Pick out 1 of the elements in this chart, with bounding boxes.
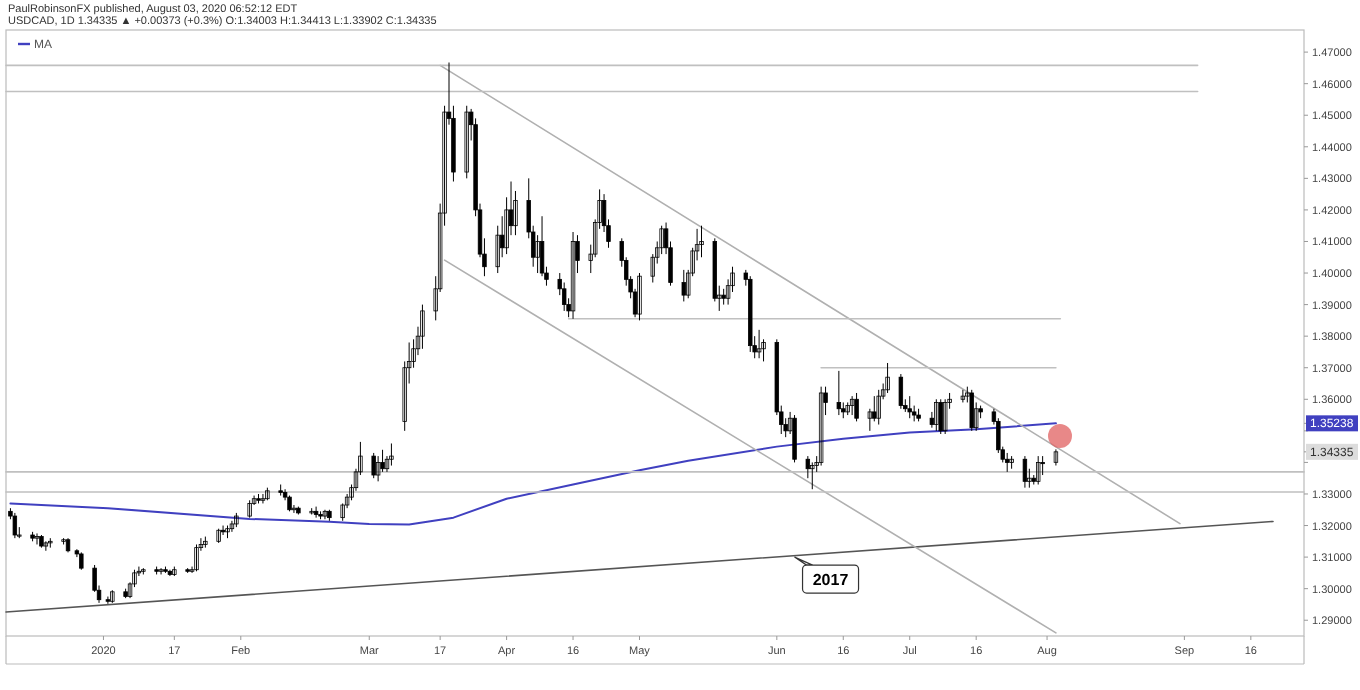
annotation: 2017 — [812, 571, 850, 590]
